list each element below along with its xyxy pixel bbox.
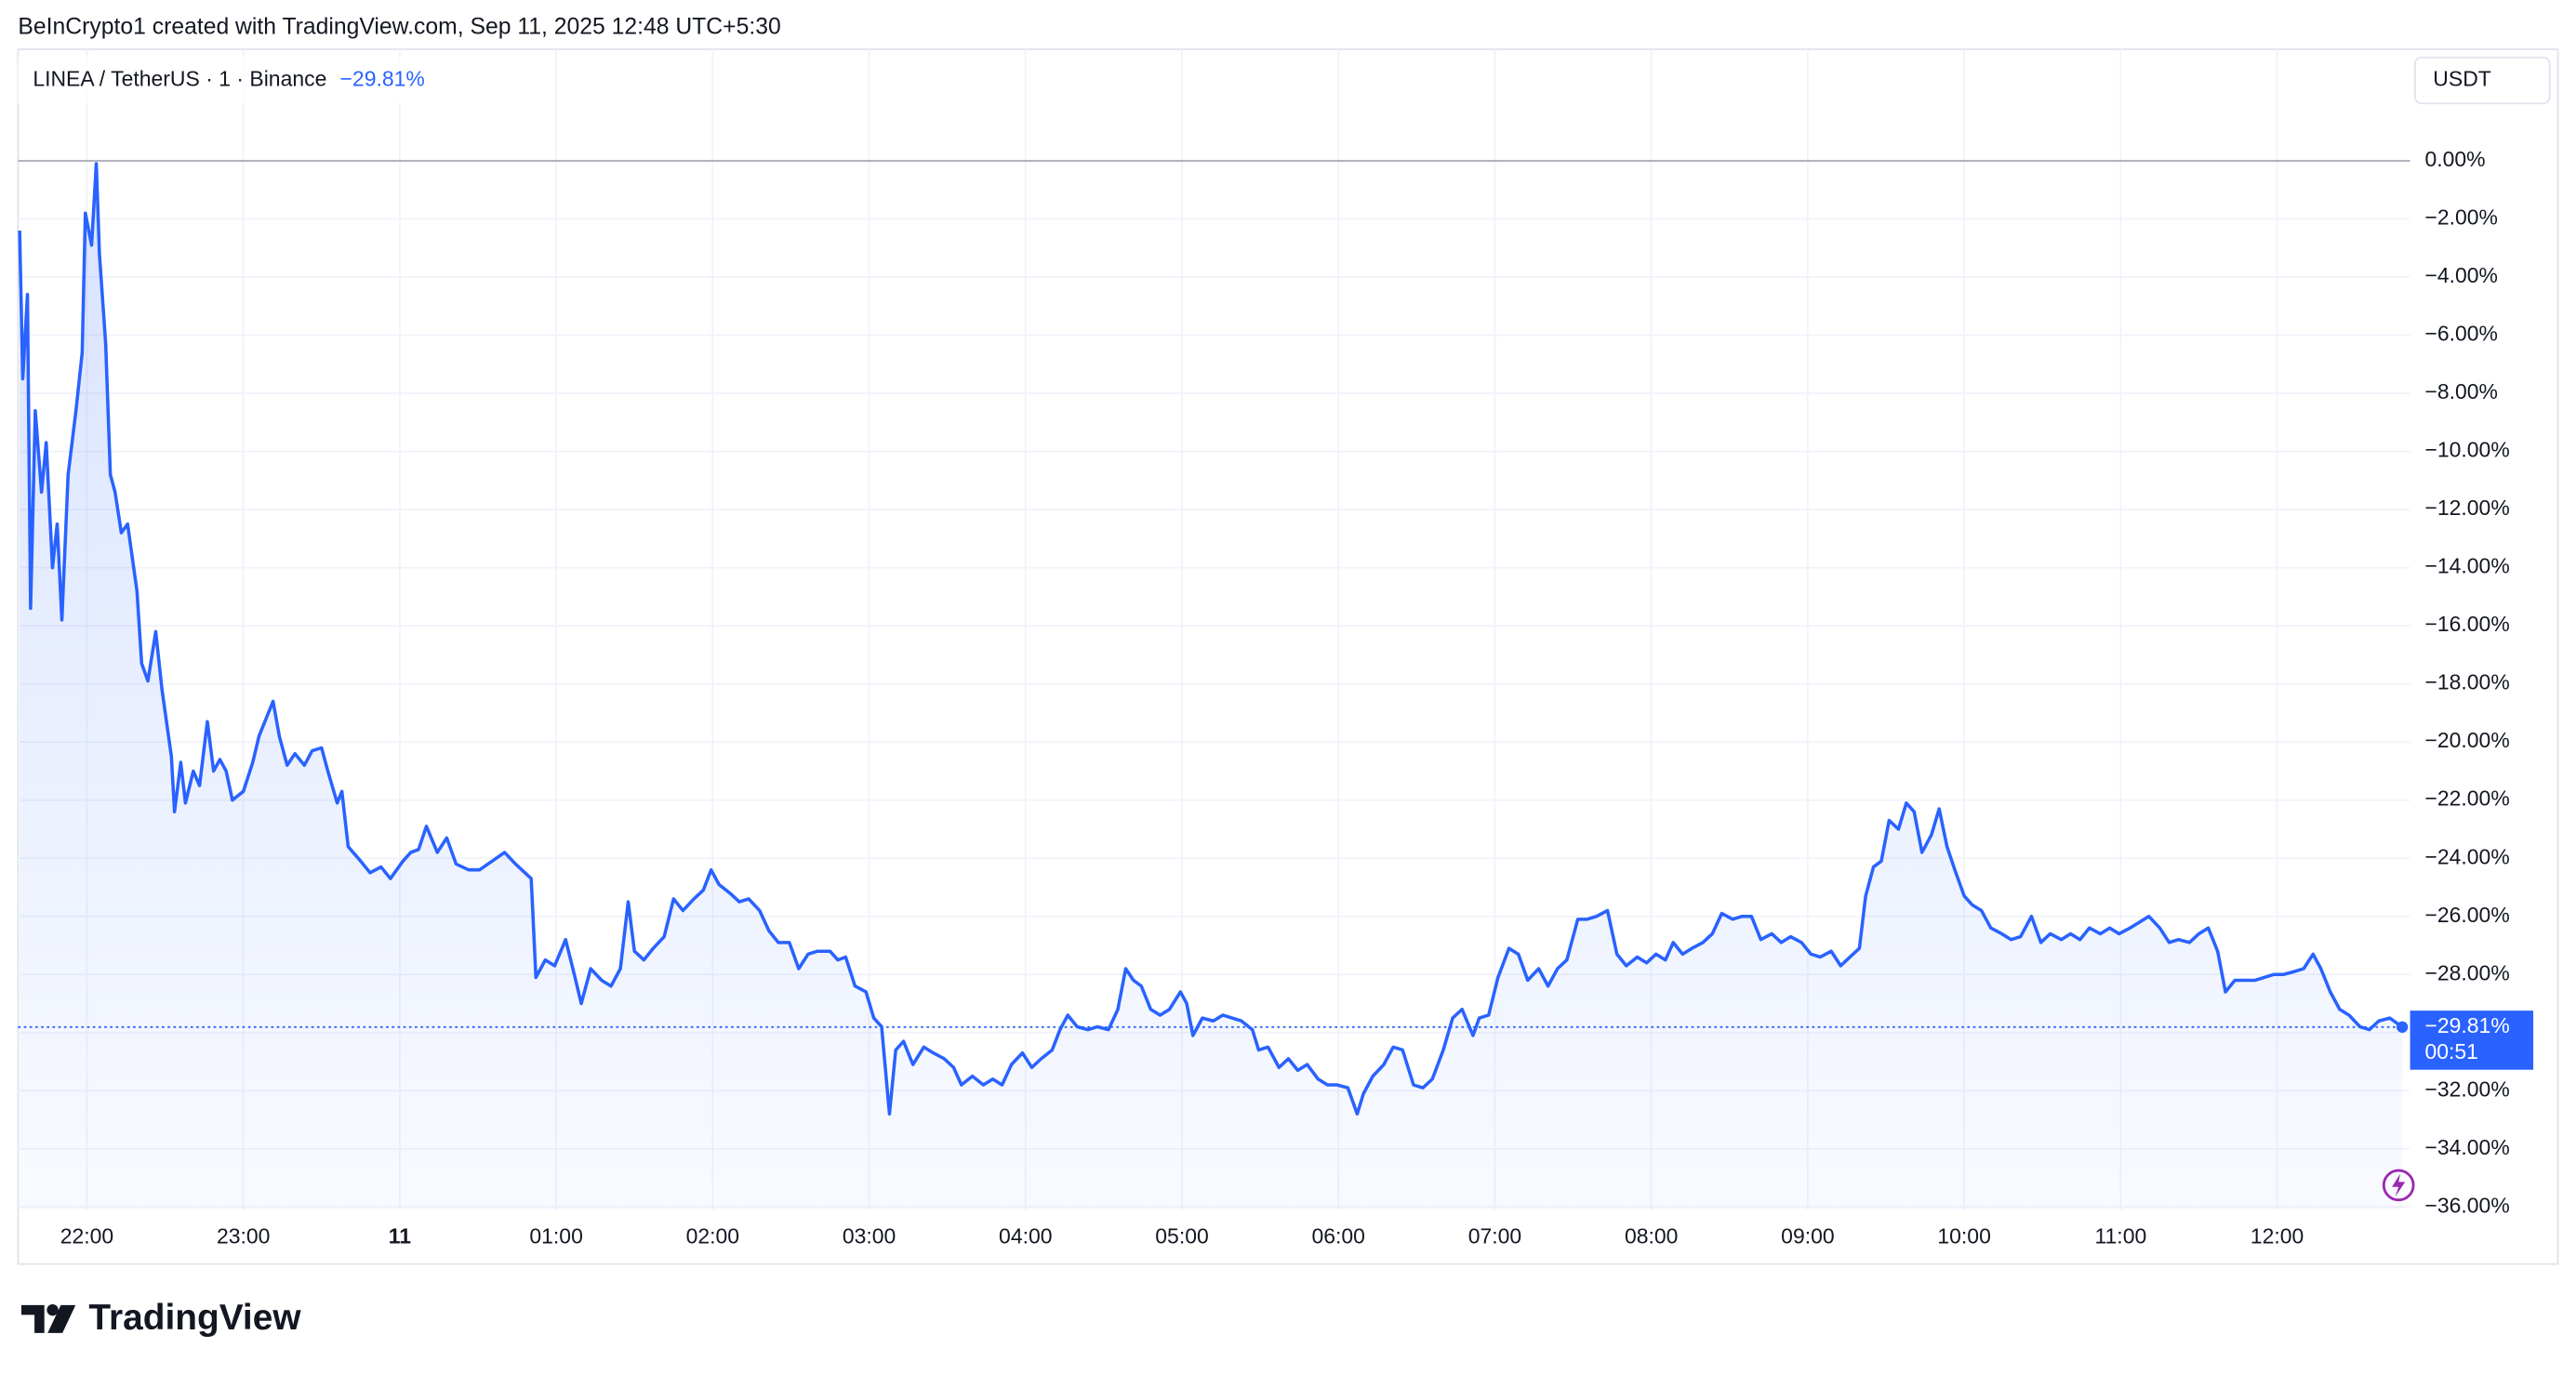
x-tick-label: 22:00	[60, 1224, 113, 1248]
y-tick-label: −12.00%	[2424, 495, 2509, 520]
x-tick-label: 12:00	[2251, 1224, 2304, 1248]
x-tick-label: 08:00	[1625, 1224, 1678, 1248]
y-tick-label: −24.00%	[2424, 844, 2509, 868]
y-tick-label: −18.00%	[2424, 670, 2509, 694]
y-tick-label: −34.00%	[2424, 1135, 2509, 1159]
area	[20, 164, 2403, 1210]
y-tick-label: −4.00%	[2424, 263, 2498, 287]
y-tick-label: −8.00%	[2424, 379, 2498, 403]
change-label: −29.81%	[340, 67, 425, 91]
currency[interactable]: USDT	[2433, 67, 2490, 91]
y-tick-label: 0.00%	[2424, 147, 2485, 171]
plot	[18, 162, 2410, 1210]
axes: 0.00% −2.00% −4.00% −6.00% −8.00% −10.00% −12.…	[60, 147, 2534, 1248]
x-tick-label: 06:00	[1312, 1224, 1365, 1248]
x-tick-label: 04:00	[999, 1224, 1052, 1248]
y-tick-label: −36.00%	[2424, 1193, 2509, 1217]
lightning-glyph	[2392, 1173, 2406, 1197]
x-tick-label: 11	[389, 1224, 412, 1248]
currency-button[interactable]	[2413, 56, 2551, 105]
x-tick-label: 03:00	[843, 1224, 896, 1248]
x-tick-label: 23:00	[217, 1224, 270, 1248]
chart-frame	[17, 48, 2559, 1265]
x-tick-label: 10:00	[1937, 1224, 1990, 1248]
x-tick-label: 01:00	[529, 1224, 582, 1248]
y-tick-label: −6.00%	[2424, 322, 2498, 346]
y-tick-label: −20.00%	[2424, 728, 2509, 752]
lightning-icon[interactable]	[2382, 1169, 2415, 1202]
logo-mark	[47, 1304, 76, 1333]
brand: TradingView	[88, 1298, 301, 1338]
y-tick-label: −22.00%	[2424, 786, 2509, 811]
brand-logo: TradingView	[20, 1298, 301, 1338]
y-tick-label: −26.00%	[2424, 903, 2509, 927]
y-tick-label: −16.00%	[2424, 612, 2509, 636]
logo-mark	[20, 1304, 45, 1333]
y-tick-label: −28.00%	[2424, 960, 2509, 984]
y-tick-label: −2.00%	[2424, 205, 2498, 230]
price-label: −29.81%	[2424, 1013, 2509, 1037]
logo-dot	[46, 1303, 59, 1316]
y-tick-label: −14.00%	[2424, 554, 2509, 578]
price-label-bg	[2410, 1011, 2534, 1070]
y-tick-label: −10.00%	[2424, 438, 2509, 462]
countdown: 00:51	[2424, 1039, 2477, 1064]
x-tick-label: 11:00	[2094, 1224, 2146, 1248]
line	[18, 162, 2404, 1116]
chart-title: LINEA / TetherUS · 1 · Binance	[33, 67, 326, 91]
last-point	[2396, 1021, 2409, 1033]
x-tick-label: 09:00	[1781, 1224, 1834, 1248]
y-tick-label: −32.00%	[2424, 1077, 2509, 1101]
x-tick-label: 05:00	[1155, 1224, 1208, 1248]
x-tick-label: 02:00	[686, 1224, 739, 1248]
credit: BeInCrypto1 created with TradingView.com…	[18, 15, 780, 40]
legend-bg	[18, 57, 511, 104]
x-tick-label: 07:00	[1468, 1224, 1521, 1248]
